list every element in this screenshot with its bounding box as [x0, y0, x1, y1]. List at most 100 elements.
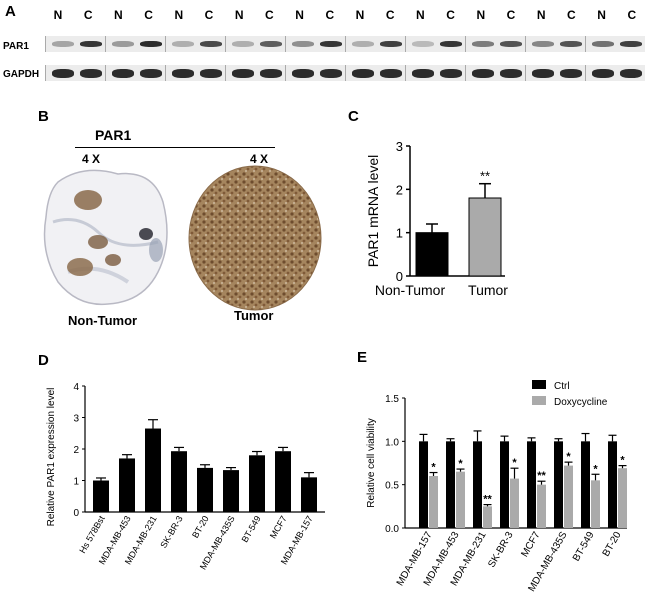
blot-band: [500, 68, 522, 78]
bar: [93, 480, 109, 512]
blot-band: [380, 41, 402, 47]
bar: [468, 197, 502, 277]
y-tick-label: 1.5: [385, 394, 399, 405]
chart-e: 0.00.51.01.5*MDA-MB-157*MDA-MB-453**MDA-…: [366, 380, 627, 594]
blot-panel: [165, 65, 225, 81]
blot-band: [500, 41, 522, 47]
blot-band: [532, 41, 554, 47]
x-tick-label: BT-20: [601, 530, 624, 559]
y-axis-label: Relative cell viability: [366, 418, 377, 507]
blot-band: [140, 41, 162, 47]
lane-label: C: [144, 8, 153, 22]
bar: [473, 441, 482, 528]
lane-label: C: [567, 8, 576, 22]
blot-band: [560, 41, 582, 47]
bar: [618, 468, 627, 528]
y-tick-label: 0.0: [385, 524, 399, 535]
significance-mark: **: [537, 470, 546, 482]
blot-panel: [345, 65, 405, 81]
blot-band: [232, 41, 254, 47]
blot-band: [532, 68, 554, 78]
bar: [564, 465, 573, 528]
blot-band: [260, 41, 282, 47]
blot-row-label-par1: PAR1: [3, 41, 29, 52]
blot-panel: [225, 65, 285, 81]
blot-band: [292, 41, 314, 47]
bar: [456, 471, 465, 528]
ihc-title: PAR1: [95, 127, 132, 143]
bar: [537, 484, 546, 528]
y-tick-label: 1.0: [385, 437, 399, 448]
significance-mark: *: [566, 451, 571, 463]
blot-band: [320, 68, 342, 78]
blot-panel: [465, 36, 525, 52]
blot-band: [172, 68, 194, 78]
lane-label: C: [627, 8, 637, 22]
blot-panel: [525, 36, 585, 52]
blot-band: [80, 41, 102, 47]
legend-label: Ctrl: [554, 381, 570, 392]
ihc-caption-tumor: Tumor: [234, 308, 274, 323]
lane-label: N: [114, 8, 123, 22]
lane-label: N: [536, 8, 546, 22]
significance-mark: *: [431, 462, 436, 474]
bar: [223, 470, 239, 512]
significance-mark: *: [620, 455, 625, 467]
bar: [581, 441, 590, 528]
bar: [429, 476, 438, 528]
y-tick-label: 2: [73, 445, 79, 456]
y-tick-label: 3: [396, 139, 403, 154]
significance-mark: **: [483, 494, 492, 506]
x-tick-label: Tumor: [468, 282, 508, 298]
lane-label: N: [355, 8, 365, 22]
x-tick-label: Non-Tumor: [375, 282, 446, 298]
blot-band: [200, 41, 222, 47]
blot-band: [232, 68, 254, 78]
blot-band: [592, 68, 614, 78]
legend-label: Doxycycline: [554, 397, 608, 408]
blot-band: [352, 41, 374, 47]
blot-band: [292, 68, 314, 78]
blot-band: [112, 41, 134, 47]
bar: [275, 451, 291, 512]
blot-band: [472, 68, 494, 78]
blot-band: [440, 68, 462, 78]
x-tick-label: Hs 578Bst: [77, 514, 107, 555]
bar: [249, 455, 265, 512]
x-tick-label: MCF7: [519, 530, 542, 559]
x-tick-label: SK-BR-3: [158, 514, 184, 550]
blot-band: [352, 68, 374, 78]
blot-panel: [585, 65, 645, 81]
lane-label: N: [295, 8, 304, 22]
bar: [591, 480, 600, 528]
panel-label-a: A: [5, 3, 16, 20]
chart-c: 0 1 2 3 ** Non-Tumor Tumor PAR1 mRNA level: [365, 139, 508, 298]
blot-panel: [45, 65, 105, 81]
lane-label: C: [506, 8, 516, 22]
ihc-nontumor-image: [43, 169, 168, 306]
bar: [483, 506, 492, 528]
lane-label: N: [416, 8, 425, 22]
lane-label: C: [204, 8, 214, 22]
y-tick-label: 0.5: [385, 481, 399, 492]
bar: [446, 441, 455, 528]
y-axis-label: PAR1 mRNA level: [365, 155, 381, 268]
blot-band: [440, 41, 462, 47]
bar: [119, 458, 135, 512]
bar: [554, 441, 563, 528]
ihc-mag-right: 4 X: [250, 152, 269, 166]
significance-mark: **: [480, 169, 490, 184]
blot-panel: [225, 36, 285, 52]
ihc-caption-nontumor: Non-Tumor: [68, 313, 138, 328]
blot-band: [52, 41, 74, 47]
blot-band: [140, 68, 162, 78]
blot-panel: [105, 65, 165, 81]
blot-band: [380, 68, 402, 78]
ihc-tumor-image: [188, 165, 322, 311]
blot-panel: [45, 36, 105, 52]
bar: [171, 451, 187, 512]
lane-label: C: [446, 8, 455, 22]
blot-band: [260, 68, 282, 78]
y-tick-label: 1: [396, 226, 403, 241]
